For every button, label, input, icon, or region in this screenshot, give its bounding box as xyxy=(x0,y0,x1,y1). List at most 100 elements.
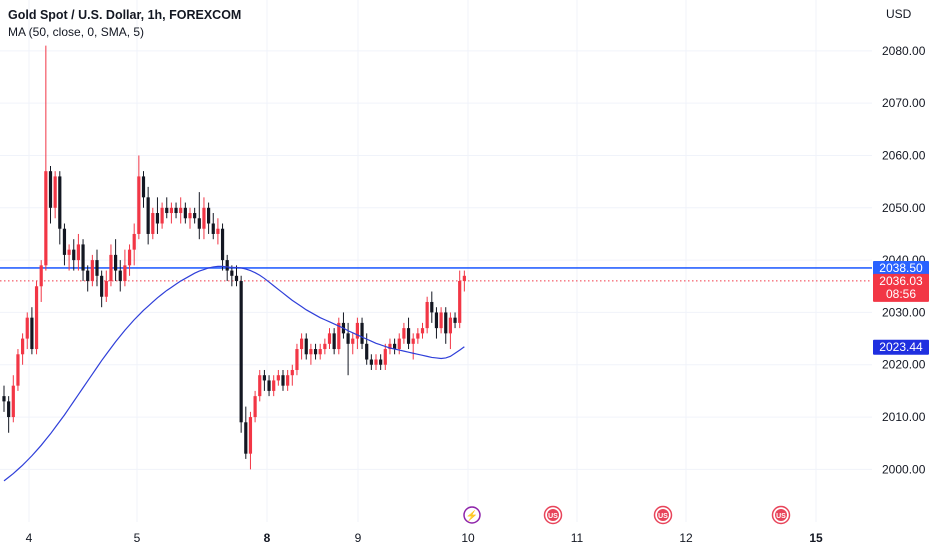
candle-body xyxy=(100,275,104,297)
candle-body xyxy=(132,233,136,250)
indicator-legend[interactable]: MA (50, close, 0, SMA, 5) xyxy=(8,25,145,39)
x-axis[interactable]: 4 5 8 9 10 11 12 15 xyxy=(26,531,823,545)
candle-body xyxy=(30,317,34,350)
y-tick-label: 2080.00 xyxy=(882,44,926,58)
candle-body xyxy=(48,171,53,208)
candle-body xyxy=(86,270,90,282)
candle-body xyxy=(137,176,141,234)
flash-event-glyph: ⚡ xyxy=(466,509,478,522)
candle-body xyxy=(383,349,387,365)
y-tick-label: 2000.00 xyxy=(882,462,926,476)
candle-body xyxy=(155,213,160,224)
candle-body xyxy=(244,422,248,454)
candle-body xyxy=(188,213,192,219)
candle-body xyxy=(169,207,173,214)
candle-body xyxy=(58,176,62,229)
candle-body xyxy=(216,228,220,234)
y-tick-label: 2010.00 xyxy=(882,410,926,424)
x-tick-label: 5 xyxy=(134,531,141,545)
candle-body xyxy=(62,228,67,255)
candle-body xyxy=(174,207,178,214)
candle-body xyxy=(39,265,43,287)
candle-body xyxy=(90,260,94,282)
us-flag-icon xyxy=(547,509,559,521)
us-econ-event-glyph: US xyxy=(776,513,786,520)
candle-body xyxy=(118,270,122,282)
flash-event-icon[interactable] xyxy=(463,506,481,524)
y-tick-label: 2030.00 xyxy=(882,305,926,319)
y-axis[interactable]: 2080.002070.002060.002050.002040.002030.… xyxy=(882,44,926,477)
candle-body xyxy=(267,380,271,391)
candle-body xyxy=(179,207,183,214)
candle-body xyxy=(225,260,229,271)
moving-average-line xyxy=(3,265,465,482)
candle-body xyxy=(374,359,378,365)
candle-body xyxy=(72,249,76,261)
candle-body xyxy=(109,254,113,282)
candle-body xyxy=(286,375,290,386)
candle-body xyxy=(425,301,429,329)
candle-body xyxy=(16,354,20,386)
candle-body xyxy=(95,260,99,276)
events[interactable]: ⚡ US US US xyxy=(463,505,791,525)
candle-body xyxy=(160,207,164,224)
currency-label[interactable]: USD xyxy=(886,7,912,21)
candle-body xyxy=(25,317,29,339)
symbol-title[interactable]: Gold Spot / U.S. Dollar, 1h, FOREXCOM xyxy=(8,8,242,22)
candle-body xyxy=(300,338,304,350)
hline-price-label-text: 2038.50 xyxy=(879,261,923,275)
candle-body xyxy=(2,396,6,402)
candle-body xyxy=(76,244,80,261)
candle-body xyxy=(248,417,253,454)
x-tick-label: 12 xyxy=(679,531,693,545)
x-tick-label: 11 xyxy=(571,531,584,545)
candle-body xyxy=(197,218,201,229)
us-econ-event-glyph: US xyxy=(658,513,668,520)
candle-body xyxy=(444,312,448,334)
candle-body xyxy=(434,312,439,329)
candle-body xyxy=(369,359,373,365)
candle-body xyxy=(453,317,457,323)
us-econ-event-glyph: US xyxy=(548,513,558,520)
candle-body xyxy=(53,176,57,208)
candle-body xyxy=(234,275,239,282)
candle-body xyxy=(202,207,206,229)
candle-body xyxy=(146,197,150,234)
candle-body xyxy=(193,213,197,219)
candle-body xyxy=(127,249,132,266)
candle-body xyxy=(448,317,452,334)
candle-body xyxy=(406,328,411,344)
horizontal-line-layer xyxy=(0,267,872,282)
y-tick-label: 2050.00 xyxy=(882,201,926,215)
candle-body xyxy=(462,275,466,282)
candle-body xyxy=(114,254,118,271)
candles xyxy=(2,45,466,470)
y-tick-label: 2060.00 xyxy=(882,148,926,162)
candle-body xyxy=(393,343,397,350)
candle-body xyxy=(379,359,383,365)
us-flag-icon xyxy=(775,509,787,521)
candle-body xyxy=(397,338,401,350)
candle-body xyxy=(34,286,39,350)
candle-body xyxy=(81,244,85,271)
candle-body xyxy=(262,375,266,381)
candle-body xyxy=(230,270,234,276)
candle-body xyxy=(104,281,108,297)
candle-body xyxy=(258,375,262,397)
last-price-label-countdown: 08:56 xyxy=(886,287,916,301)
candle-body xyxy=(351,338,355,344)
candle-body xyxy=(207,207,211,224)
candle-body xyxy=(323,343,327,350)
candle-body xyxy=(253,396,257,418)
candle-body xyxy=(151,213,155,234)
candle-body xyxy=(402,328,406,339)
moving-average-layer xyxy=(3,265,465,482)
us-flag-icon xyxy=(657,509,669,521)
ma-price-label-text: 2023.44 xyxy=(879,340,923,354)
candle-body xyxy=(295,349,299,370)
candle-body xyxy=(332,333,336,350)
x-tick-label: 4 xyxy=(26,531,33,545)
candle-body xyxy=(276,375,280,381)
